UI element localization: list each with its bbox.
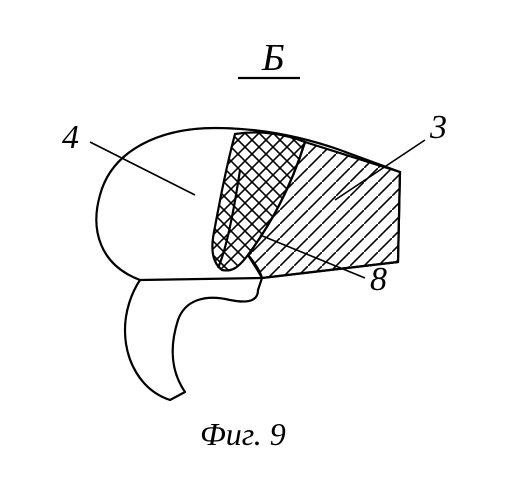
figure-caption: Фиг. 9: [200, 416, 286, 452]
callout-4: 4: [62, 119, 79, 156]
callout-3: 3: [429, 109, 447, 146]
callout-8: 8: [370, 261, 387, 298]
view-label: Б: [261, 37, 284, 79]
leader-4: [90, 142, 195, 195]
parting-line: [140, 278, 262, 280]
technical-figure: Б 4 3 8 Фиг. 9: [0, 0, 510, 500]
